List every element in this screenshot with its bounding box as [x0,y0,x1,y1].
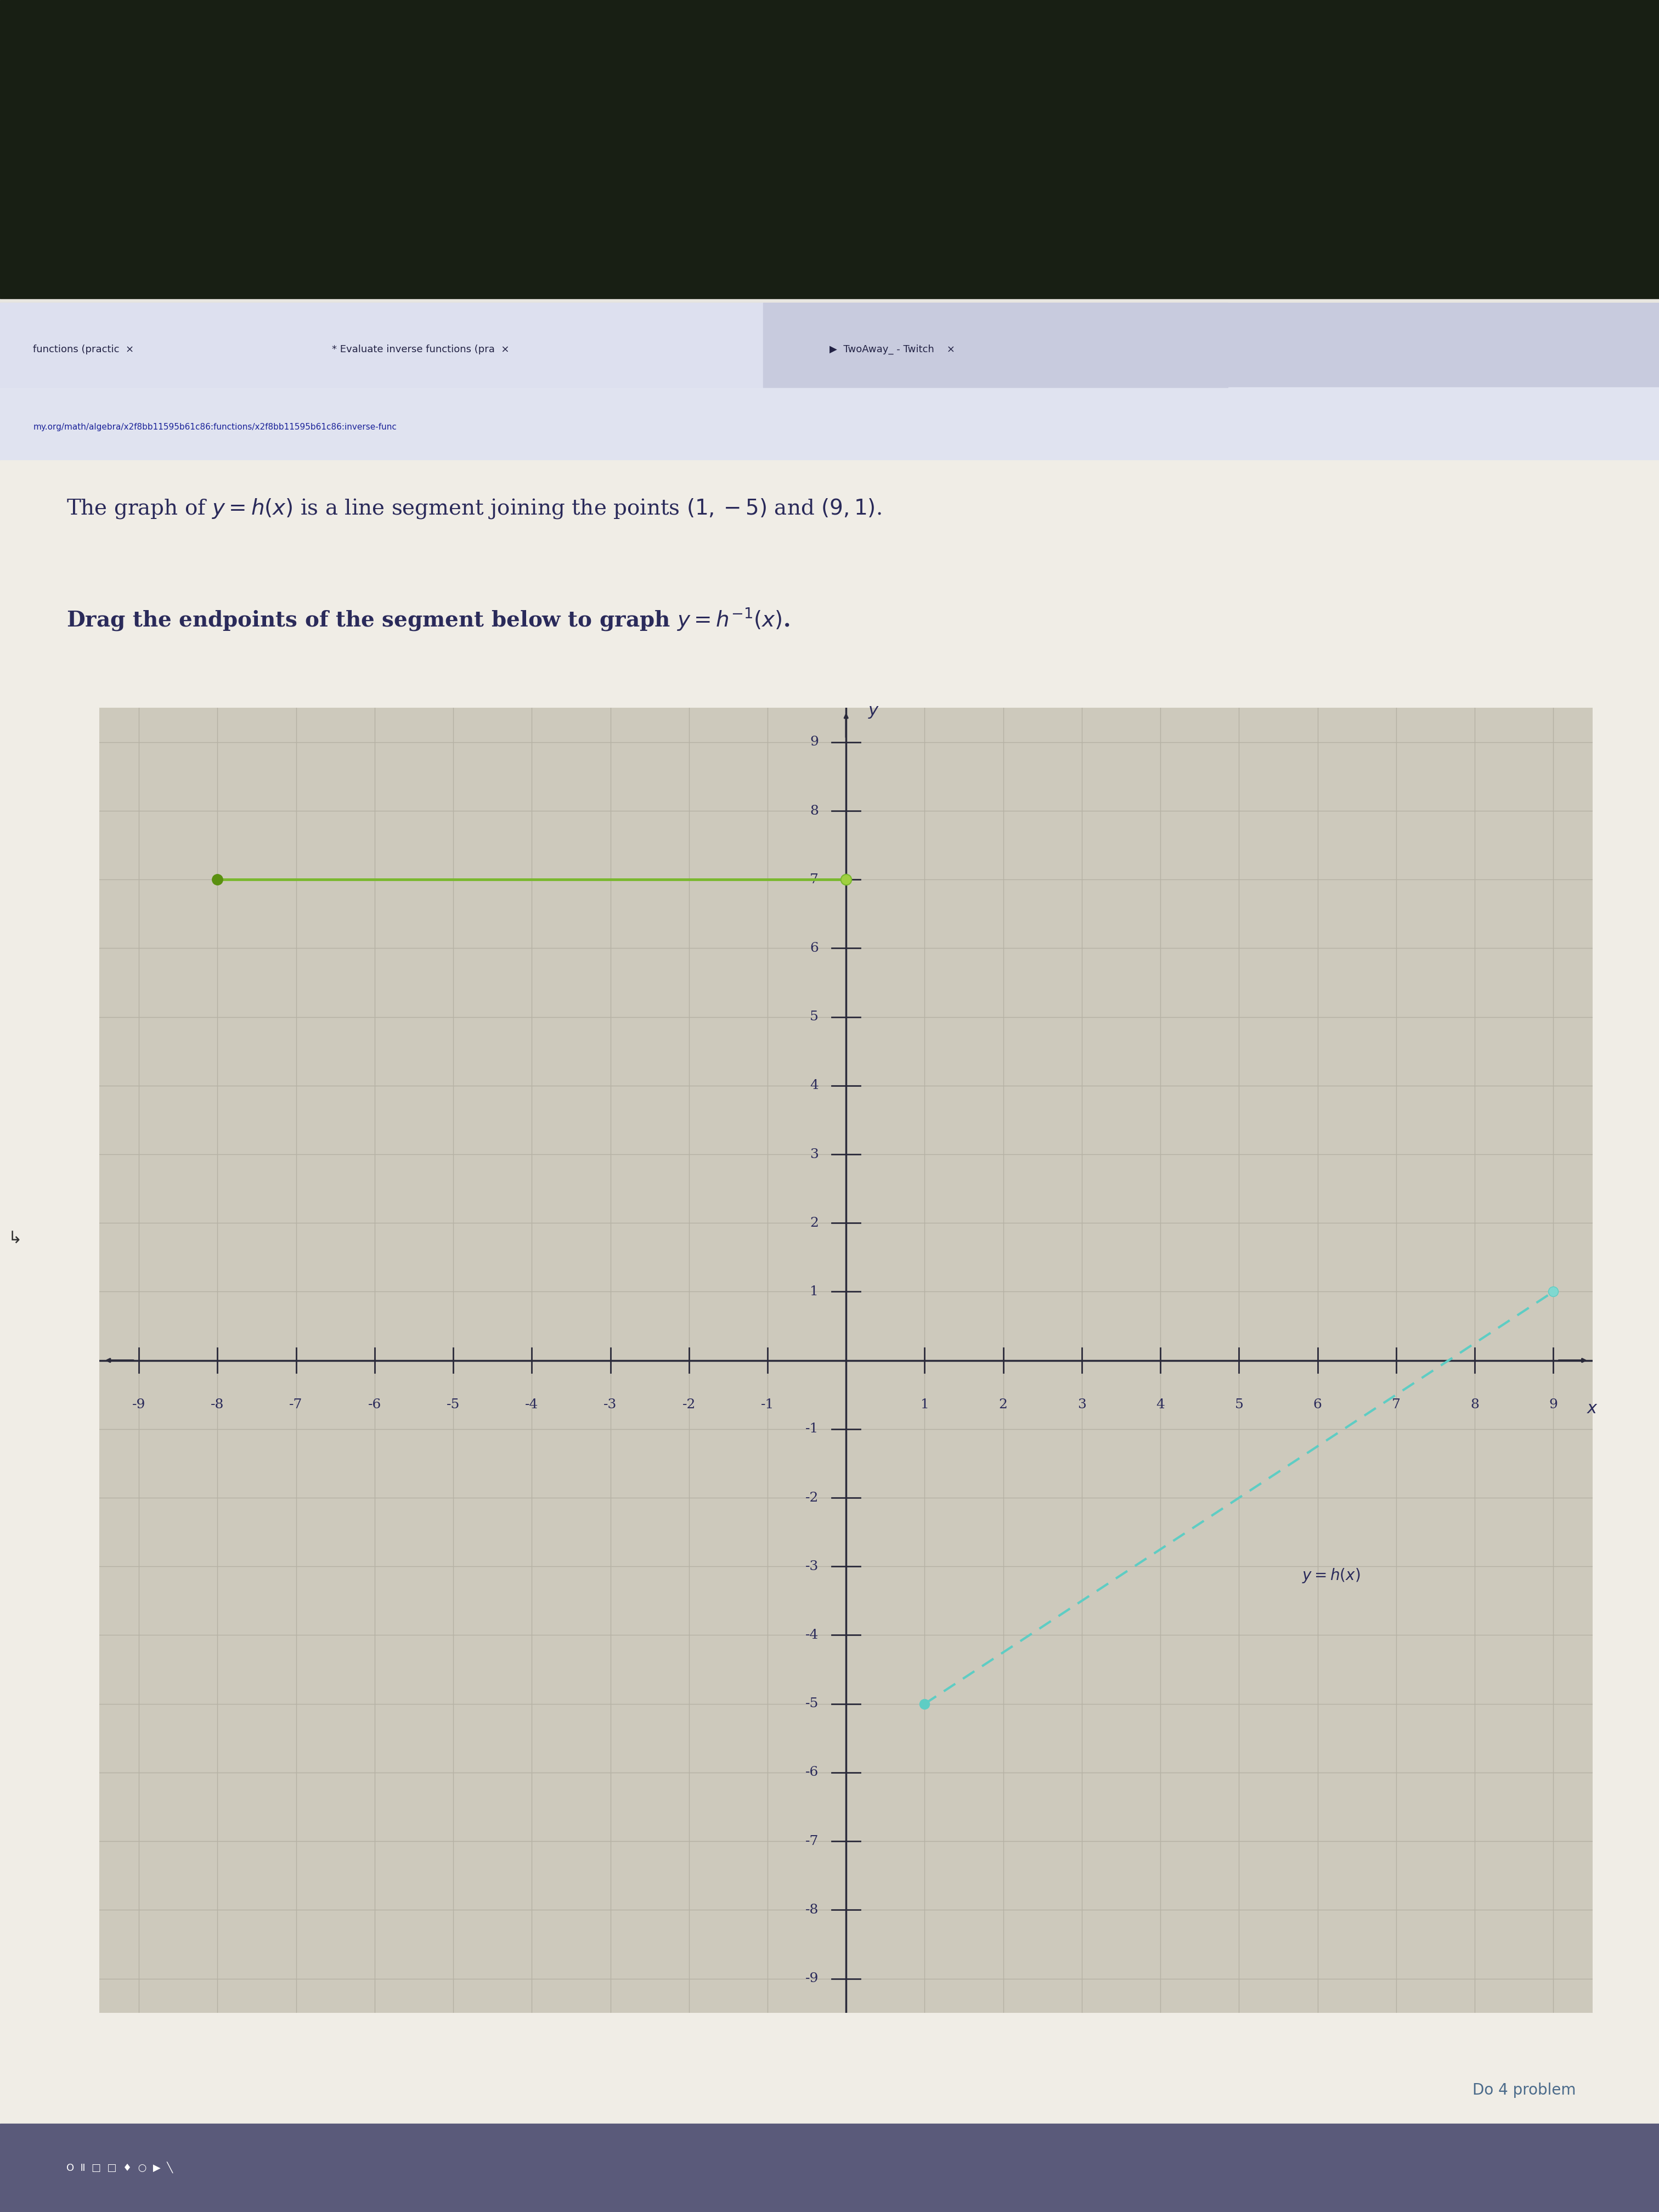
Bar [0,303,299,387]
Text: 4: 4 [810,1079,818,1093]
Bar [299,303,763,387]
Text: 5: 5 [1234,1398,1243,1411]
Text: -2: -2 [682,1398,695,1411]
Text: 7: 7 [1392,1398,1400,1411]
Text: -7: -7 [805,1836,818,1847]
Text: $y = h(x)$: $y = h(x)$ [1302,1566,1360,1584]
Text: ↳: ↳ [8,1230,22,1248]
Text: ▶  TwoAway_ - Twitch    ×: ▶ TwoAway_ - Twitch × [830,345,956,354]
Text: $x$: $x$ [1588,1400,1598,1418]
Text: -2: -2 [805,1491,818,1504]
Text: 2: 2 [810,1217,818,1230]
Text: -8: -8 [805,1905,818,1916]
Text: -4: -4 [805,1628,818,1641]
Text: -5: -5 [805,1697,818,1710]
Text: -9: -9 [133,1398,146,1411]
Bar [0,2124,1659,2212]
Text: 7: 7 [810,874,818,885]
Text: 5: 5 [810,1011,818,1024]
Text: -8: -8 [211,1398,224,1411]
Bar [0,303,1659,387]
Text: $y$: $y$ [868,703,879,719]
Text: 8: 8 [1470,1398,1480,1411]
Bar [0,387,1659,460]
Bar [0,0,1659,299]
Text: 9: 9 [1550,1398,1558,1411]
Text: O  Ⅱ  □  □  ♦  ○  ▶  ╲: O Ⅱ □ □ ♦ ○ ▶ ╲ [66,2161,173,2174]
Text: 6: 6 [1314,1398,1322,1411]
Text: functions (practic  ×: functions (practic × [33,345,134,354]
Text: 1: 1 [921,1398,929,1411]
Text: The graph of $y = h(x)$ is a line segment joining the points $(1, -5)$ and $(9, : The graph of $y = h(x)$ is a line segmen… [66,498,881,520]
Text: -9: -9 [805,1973,818,1984]
Text: 4: 4 [1156,1398,1165,1411]
Text: -6: -6 [805,1765,818,1778]
Text: 9: 9 [810,737,818,748]
Bar [763,303,1228,387]
Text: 6: 6 [810,942,818,956]
Text: -3: -3 [604,1398,617,1411]
Text: -6: -6 [368,1398,382,1411]
Text: 2: 2 [999,1398,1007,1411]
Text: Drag the endpoints of the segment below to graph $y = h^{-1}(x)$.: Drag the endpoints of the segment below … [66,606,790,633]
Text: -4: -4 [524,1398,539,1411]
Text: 8: 8 [810,805,818,816]
Text: -1: -1 [761,1398,775,1411]
Text: -3: -3 [805,1559,818,1573]
Text: 3: 3 [1077,1398,1087,1411]
Text: * Evaluate inverse functions (pra  ×: * Evaluate inverse functions (pra × [332,345,509,354]
Text: 1: 1 [810,1285,818,1298]
Text: Do 4 problem: Do 4 problem [1473,2084,1576,2097]
Text: my.org/math/algebra/x2f8bb11595b61c86:functions/x2f8bb11595b61c86:inverse-func: my.org/math/algebra/x2f8bb11595b61c86:fu… [33,422,397,431]
Bar [0,460,1659,2124]
Text: -1: -1 [805,1422,818,1436]
Text: 3: 3 [810,1148,818,1161]
Text: -5: -5 [446,1398,460,1411]
Text: -7: -7 [289,1398,302,1411]
